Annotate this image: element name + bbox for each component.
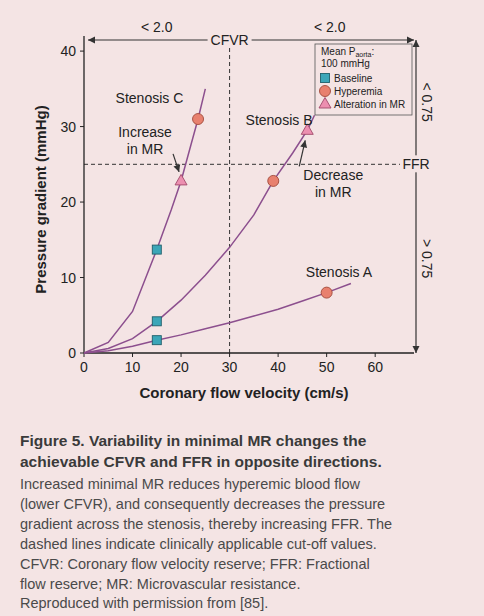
point <box>321 287 332 298</box>
caption-text: flow reserve; MR: Microvascular resistan… <box>20 576 300 592</box>
background <box>0 0 484 616</box>
x-tick-label: 30 <box>222 359 238 375</box>
y-tick-label: 30 <box>60 119 76 135</box>
figure: CFVR < 2.0 < 2.0 FFR < 0.75 > 0.75 0 10 20 30 40 50… <box>0 0 484 616</box>
arrow-line <box>415 40 416 353</box>
legend-marker <box>319 98 331 109</box>
y-tick <box>80 202 84 203</box>
legend-entry: Baseline <box>334 73 373 84</box>
caption-text: CFVR: Coronary flow velocity reserve; FF… <box>20 556 370 572</box>
legend-marker <box>321 74 330 83</box>
y-tick-label: 0 <box>68 345 76 361</box>
y-tick-label: 20 <box>60 194 76 210</box>
legend-marker <box>320 86 331 97</box>
x-tick-label: 20 <box>173 359 189 375</box>
cutoff-label: > 0.75 <box>419 239 435 279</box>
legend-title-text: Mean P <box>321 46 356 57</box>
y-tick <box>80 277 84 278</box>
x-tick-label: 50 <box>319 359 335 375</box>
annotation: in MR <box>127 141 164 157</box>
legend-title-suffix: : <box>371 46 374 57</box>
caption-text: dashed lines indicate clinically applica… <box>20 536 377 552</box>
y-axis <box>83 36 84 353</box>
y-tick <box>80 353 84 354</box>
x-tick-label: 0 <box>80 359 88 375</box>
arrow-head <box>174 164 181 172</box>
x-tick-label: 60 <box>367 359 383 375</box>
y-tick-label: 40 <box>60 43 76 59</box>
data <box>84 89 351 353</box>
legend-entry: Hyperemia <box>334 86 383 97</box>
point <box>152 317 161 326</box>
cutoff-label: < 2.0 <box>141 19 173 35</box>
arrow-head <box>413 346 420 353</box>
annotation: Increase <box>118 124 172 140</box>
y-axis-title: Pressure gradient (mmHg) <box>32 105 49 293</box>
curve <box>84 89 205 353</box>
caption-text: (lower CFVR), and consequently decreases… <box>20 496 385 512</box>
caption-title: Figure 5. Variability in minimal MR chan… <box>20 432 367 449</box>
x-tick <box>278 353 279 357</box>
cutoff-label: FFR <box>402 156 429 172</box>
legend: Mean Paorta:100 mmHg Baseline Hyperemia Alt… <box>315 44 412 115</box>
y-tick-label: 10 <box>60 270 76 286</box>
x-axis-title: Coronary flow velocity (cm/s) <box>139 384 348 401</box>
point <box>175 174 187 185</box>
point <box>193 114 204 125</box>
curve-label: Stenosis A <box>306 264 373 280</box>
x-tick-label: 40 <box>270 359 286 375</box>
legend-box <box>315 44 412 115</box>
point <box>268 175 279 186</box>
label-bg <box>400 155 432 172</box>
caption: Figure 5. Variability in minimal MR chan… <box>20 432 392 611</box>
axes: 0 10 20 30 40 50 60 0 10 20 30 40 Coronary flow velo… <box>32 36 414 401</box>
curve <box>84 115 315 353</box>
cutoff-line <box>229 46 230 353</box>
caption-title: achievable CFVR and FFR in opposite dire… <box>20 453 382 470</box>
x-axis <box>84 352 414 353</box>
curve-label: Stenosis B <box>246 112 313 128</box>
arrow-head <box>88 37 95 44</box>
x-tick <box>229 353 230 357</box>
series-labels: Stenosis A Stenosis B Stenosis C <box>116 90 373 280</box>
x-tick <box>181 353 182 357</box>
arrow-head <box>413 40 420 47</box>
cutoff-label: CFVR <box>211 32 249 48</box>
cutoff-label: < 2.0 <box>314 19 346 35</box>
reference-lines: CFVR < 2.0 < 2.0 FFR < 0.75 > 0.75 <box>84 19 435 353</box>
point <box>152 245 161 254</box>
arrow-head <box>407 37 414 44</box>
caption-text: Increased minimal MR reduces hyperemic b… <box>20 476 361 492</box>
label-bg <box>208 31 252 48</box>
legend-title-subscript: aorta <box>355 51 371 58</box>
cutoff-line <box>84 164 404 165</box>
x-tick-label: 10 <box>125 359 141 375</box>
caption-text: Reproduced with permission from [85]. <box>20 595 268 611</box>
legend-title: Mean Paorta: <box>321 46 374 58</box>
caption-text: gradient across the stenosis, thereby in… <box>20 516 392 532</box>
arrow-head <box>300 140 307 148</box>
x-tick <box>326 353 327 357</box>
y-tick <box>80 51 84 52</box>
point <box>152 336 161 345</box>
x-tick <box>132 353 133 357</box>
curve-label: Stenosis C <box>116 90 184 106</box>
y-tick <box>80 126 84 127</box>
legend-entry: Alteration in MR <box>334 99 405 110</box>
legend-subtitle: 100 mmHg <box>321 58 370 69</box>
annotation: in MR <box>315 184 352 200</box>
annotations: Increasein MRDecreasein MR <box>118 124 363 200</box>
x-tick <box>375 353 376 357</box>
cutoff-label: < 0.75 <box>419 82 435 122</box>
annotation: Decrease <box>303 167 363 183</box>
